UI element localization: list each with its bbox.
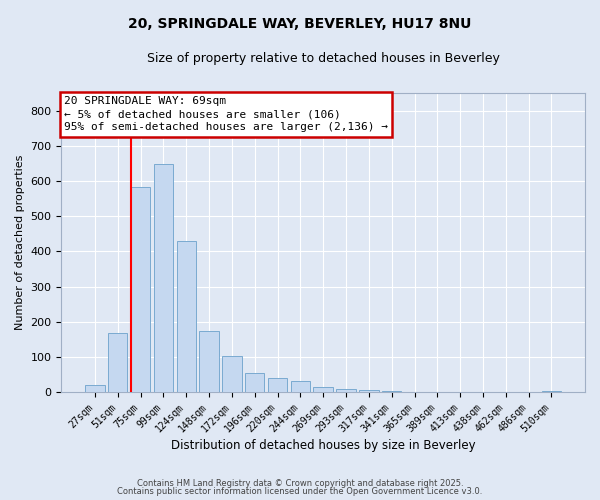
- Bar: [176, 241, 196, 392]
- Bar: [359, 390, 379, 392]
- Bar: [290, 382, 310, 392]
- Bar: [542, 391, 561, 392]
- Bar: [313, 387, 333, 392]
- Text: 20 SPRINGDALE WAY: 69sqm
← 5% of detached houses are smaller (106)
95% of semi-d: 20 SPRINGDALE WAY: 69sqm ← 5% of detache…: [64, 96, 388, 132]
- X-axis label: Distribution of detached houses by size in Beverley: Distribution of detached houses by size …: [171, 440, 476, 452]
- Text: Contains HM Land Registry data © Crown copyright and database right 2025.: Contains HM Land Registry data © Crown c…: [137, 478, 463, 488]
- Text: Contains public sector information licensed under the Open Government Licence v3: Contains public sector information licen…: [118, 487, 482, 496]
- Bar: [382, 391, 401, 392]
- Bar: [154, 164, 173, 392]
- Y-axis label: Number of detached properties: Number of detached properties: [15, 155, 25, 330]
- Title: Size of property relative to detached houses in Beverley: Size of property relative to detached ho…: [147, 52, 500, 66]
- Bar: [108, 333, 127, 392]
- Bar: [131, 188, 150, 392]
- Text: 20, SPRINGDALE WAY, BEVERLEY, HU17 8NU: 20, SPRINGDALE WAY, BEVERLEY, HU17 8NU: [128, 18, 472, 32]
- Bar: [199, 332, 219, 392]
- Bar: [245, 373, 265, 392]
- Bar: [85, 385, 104, 392]
- Bar: [222, 356, 242, 392]
- Bar: [268, 378, 287, 392]
- Bar: [337, 390, 356, 392]
